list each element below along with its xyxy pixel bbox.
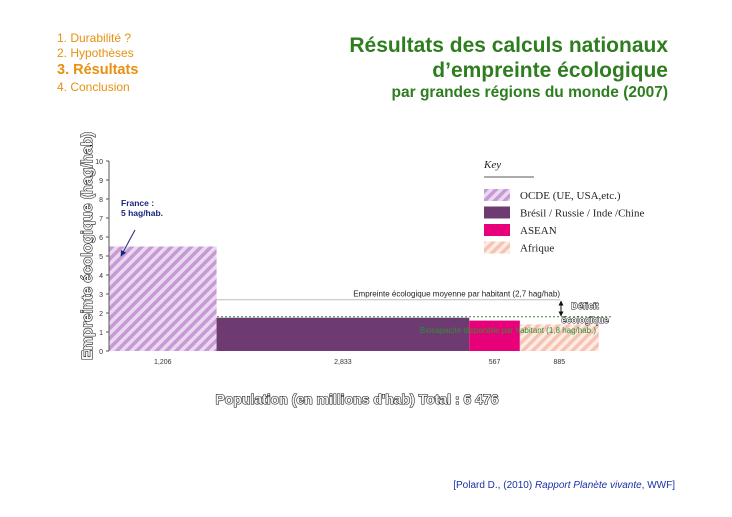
biocapacity-label: Biocapacité disponible par habitant (1,8… <box>420 326 596 335</box>
legend-swatch <box>484 206 510 219</box>
average-footprint-label: Empreinte écologique moyenne par habitan… <box>353 290 560 299</box>
bar-asean <box>469 320 520 351</box>
y-tick-label: 3 <box>99 292 103 299</box>
france-label-line2: 5 hag/hab. <box>121 208 163 218</box>
population-label: 2,833 <box>334 359 352 366</box>
y-axis-label: Empreinte écologique (hag/hab) <box>79 132 96 360</box>
y-tick-label: 0 <box>99 349 103 356</box>
y-tick-label: 5 <box>99 254 103 261</box>
nav-item-hypotheses[interactable]: 2. Hypothèses <box>57 46 134 60</box>
citation: [Polard D., (2010) Rapport Planète vivan… <box>453 480 675 491</box>
y-tick-label: 4 <box>99 273 103 280</box>
legend-swatch <box>484 224 510 236</box>
france-label-line1: France : <box>121 198 154 208</box>
y-tick-label: 9 <box>99 178 103 185</box>
y-tick-label: 8 <box>99 197 103 204</box>
deficit-annotation: Déficit écologique <box>558 300 609 325</box>
y-tick-label: 2 <box>99 311 103 318</box>
nav-item-conclusion[interactable]: 4. Conclusion <box>57 80 130 94</box>
legend-title: Key <box>483 159 501 171</box>
y-tick-label: 6 <box>99 235 103 242</box>
x-axis-label: Population (en millions d'hab) Total : 6… <box>215 391 498 407</box>
bar-bric <box>216 317 470 351</box>
subtitle: par grandes régions du monde (2007) <box>391 84 668 101</box>
slide-title: Résultats des calculs nationaux d’emprei… <box>349 33 668 103</box>
population-label: 1,206 <box>154 359 172 366</box>
bar-afrique <box>519 324 599 351</box>
legend-label: Brésil / Russie / Inde /Chine <box>520 208 644 220</box>
citation-title[interactable]: Rapport Planète vivante <box>534 480 642 491</box>
nav-menu: 1. Durabilité ? 2. Hypothèses 3. Résulta… <box>57 31 138 95</box>
title-line-1: Résultats des calculs nationaux <box>349 34 668 57</box>
bar-ocde <box>109 246 217 351</box>
france-annotation: France : 5 hag/hab. <box>120 198 163 257</box>
deficit-label-line1: Déficit <box>571 301 599 311</box>
legend-label: Afrique <box>520 243 554 255</box>
y-tick-label: 1 <box>99 330 103 337</box>
y-tick-label: 10 <box>95 159 103 166</box>
legend-label: ASEAN <box>520 225 557 237</box>
y-tick-label: 7 <box>99 216 103 223</box>
legend-swatch <box>484 189 510 201</box>
legend-label: OCDE (UE, USA,etc.) <box>520 190 621 202</box>
population-label: 567 <box>489 359 501 366</box>
legend: Key OCDE (UE, USA,etc.) Brésil / Russie /… <box>483 159 644 255</box>
citation-prefix: [Polard D., (2010) <box>453 480 535 491</box>
population-label: 885 <box>553 359 565 366</box>
france-arrow <box>120 229 136 257</box>
citation-suffix: , WWF] <box>641 480 675 491</box>
nav-item-resultats[interactable]: 3. Résultats <box>57 62 139 78</box>
deficit-label-line2: écologique <box>561 315 609 325</box>
title-line-2: d’empreinte écologique <box>432 59 668 82</box>
nav-item-durabilite[interactable]: 1. Durabilité ? <box>57 31 132 45</box>
legend-swatch <box>484 241 510 254</box>
